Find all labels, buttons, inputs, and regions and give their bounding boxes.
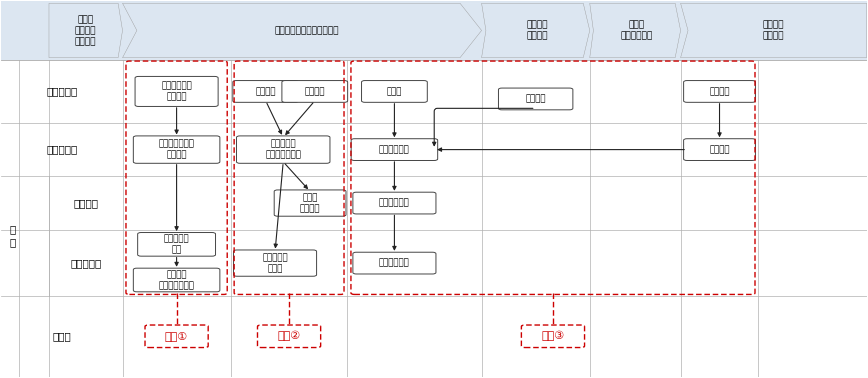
Text: 性能・
品質向上: 性能・ 品質向上	[299, 193, 320, 213]
Text: 検査工程の
簡素化: 検査工程の 簡素化	[262, 253, 288, 273]
FancyBboxPatch shape	[282, 81, 348, 102]
Polygon shape	[122, 3, 482, 58]
Text: 効果①: 効果①	[165, 331, 188, 341]
Text: 製造履歴と
品質の関係分析: 製造履歴と 品質の関係分析	[266, 140, 301, 160]
Text: データ発生: データ発生	[46, 87, 77, 96]
Text: 効
果: 効 果	[10, 224, 16, 248]
FancyBboxPatch shape	[145, 325, 208, 347]
FancyBboxPatch shape	[135, 76, 218, 107]
Text: 製造履歴: 製造履歴	[255, 87, 276, 96]
Text: 販売計画: 販売計画	[525, 94, 546, 104]
FancyBboxPatch shape	[258, 325, 320, 347]
FancyBboxPatch shape	[274, 190, 346, 216]
FancyBboxPatch shape	[134, 136, 220, 163]
FancyBboxPatch shape	[236, 136, 330, 163]
Text: 在庫量: 在庫量	[387, 87, 402, 96]
FancyBboxPatch shape	[353, 252, 436, 274]
Text: 効果②: 効果②	[278, 331, 300, 341]
Polygon shape	[681, 3, 866, 58]
Text: 販売状況: 販売状況	[709, 87, 730, 96]
Text: 商品・サービス生産・流通: 商品・サービス生産・流通	[274, 26, 339, 35]
Text: 需要予測: 需要予測	[709, 145, 730, 154]
Text: コスト削減: コスト削減	[70, 258, 102, 268]
FancyBboxPatch shape	[353, 192, 436, 214]
Text: 生産計画決定: 生産計画決定	[379, 145, 410, 154]
FancyBboxPatch shape	[684, 81, 755, 102]
FancyBboxPatch shape	[352, 139, 437, 161]
FancyBboxPatch shape	[522, 325, 584, 347]
Text: 在庫ロス削減: 在庫ロス削減	[379, 259, 410, 268]
Text: 効果③: 効果③	[542, 331, 564, 341]
Polygon shape	[482, 3, 589, 58]
Bar	[2, 2, 866, 60]
Polygon shape	[589, 3, 681, 58]
FancyBboxPatch shape	[134, 268, 220, 292]
FancyBboxPatch shape	[498, 88, 573, 110]
Text: データ分析: データ分析	[46, 145, 77, 155]
FancyBboxPatch shape	[233, 250, 317, 276]
FancyBboxPatch shape	[684, 139, 755, 161]
Text: 販売・
サービス提供: 販売・ サービス提供	[620, 20, 653, 40]
Text: 収入増加: 収入増加	[73, 198, 98, 208]
Text: 販売計画
販売促進: 販売計画 販売促進	[526, 20, 548, 40]
FancyBboxPatch shape	[362, 81, 427, 102]
Text: 正常な動作との
ずれ分析: 正常な動作との ずれ分析	[159, 140, 194, 160]
Text: 機会ロス削減: 機会ロス削減	[379, 198, 410, 208]
FancyBboxPatch shape	[138, 232, 215, 256]
Text: アフター
サービス: アフター サービス	[763, 20, 785, 40]
Text: その他: その他	[53, 331, 71, 341]
Polygon shape	[49, 3, 122, 58]
Text: 品質検査: 品質検査	[305, 87, 325, 96]
Text: ライン制御
修正: ライン制御 修正	[164, 234, 189, 254]
Text: ロス削減
ライン停止削減: ロス削減 ライン停止削減	[159, 270, 194, 290]
FancyBboxPatch shape	[233, 81, 299, 102]
Text: 商品・
サービス
企画開発: 商品・ サービス 企画開発	[75, 15, 96, 46]
Text: 製造ラインの
動作状況: 製造ラインの 動作状況	[161, 82, 192, 101]
